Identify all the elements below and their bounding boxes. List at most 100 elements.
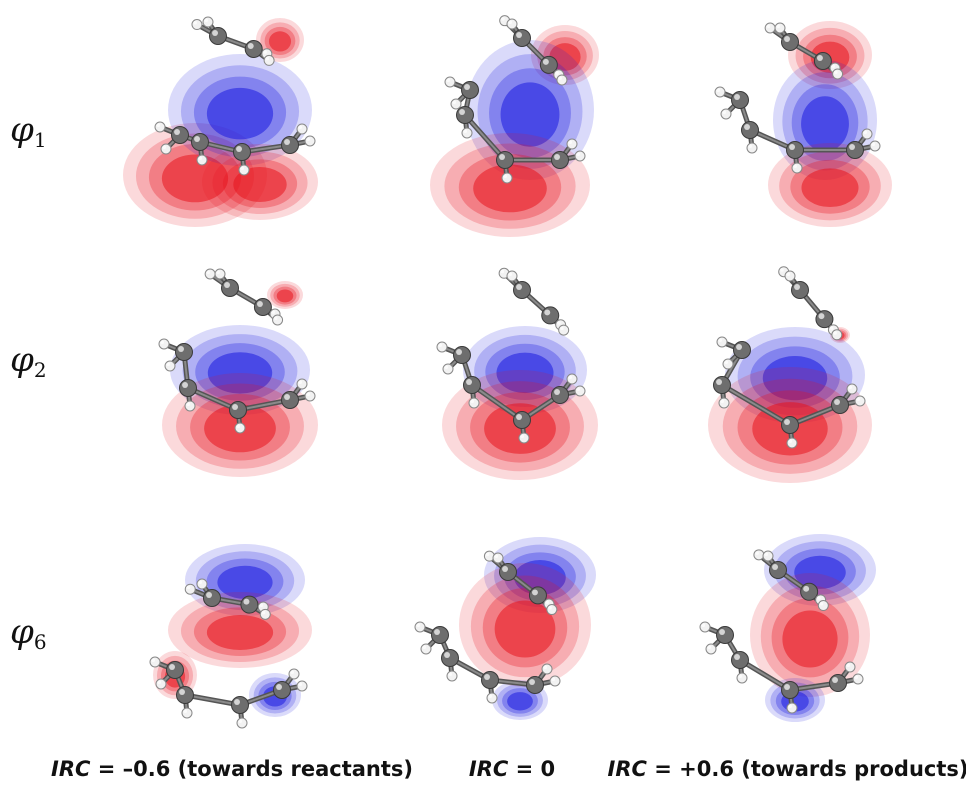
- hydrogen-atom: [288, 668, 300, 680]
- hydrogen-atom: [817, 600, 829, 612]
- carbon-atom: [229, 401, 247, 419]
- hydrogen-atom: [764, 22, 776, 34]
- diene-fragment: [154, 121, 316, 176]
- carbon-atom: [431, 626, 449, 644]
- diene-fragment: [158, 338, 316, 434]
- hydrogen-atom: [444, 76, 456, 88]
- ethylene-fragment: [483, 550, 558, 616]
- hydrogen-atom: [518, 432, 530, 444]
- hydrogen-atom: [181, 707, 193, 719]
- hydrogen-atom: [558, 324, 570, 336]
- carbon-atom: [513, 29, 531, 47]
- carbon-atom: [231, 696, 249, 714]
- negative-lobe: [466, 40, 594, 180]
- hydrogen-atom: [753, 549, 765, 561]
- hydrogen-atom: [196, 578, 208, 590]
- carbon-atom: [461, 81, 479, 99]
- carbon-atom: [179, 379, 197, 397]
- hydrogen-atom: [506, 18, 518, 30]
- hydrogen-atom: [414, 621, 426, 633]
- hydrogen-atom: [442, 363, 454, 375]
- carbon-atom: [176, 686, 194, 704]
- orbital-panel-phi6-products: [699, 534, 876, 722]
- hydrogen-atom: [236, 717, 248, 729]
- hydrogen-atom: [296, 123, 308, 135]
- hydrogen-atom: [446, 670, 458, 682]
- hydrogen-atom: [486, 692, 498, 704]
- hydrogen-atom: [149, 656, 161, 668]
- hydrogen-atom: [869, 140, 881, 152]
- row-label-phi2: φ2: [10, 340, 47, 382]
- hydrogen-atom: [774, 22, 786, 34]
- hydrogen-atom: [854, 395, 866, 407]
- column-label-reactants: IRC = –0.6 (towards reactants): [51, 757, 413, 781]
- orbital-panel-phi1-reactants: [123, 16, 318, 227]
- hydrogen-atom: [234, 422, 246, 434]
- hydrogen-atom: [164, 360, 176, 372]
- hydrogen-atom: [304, 390, 316, 402]
- carbon-atom: [244, 39, 263, 58]
- carbon-atom: [781, 33, 799, 51]
- carbon-atom: [769, 561, 787, 579]
- carbon-atom: [781, 681, 799, 699]
- positive-lobe: [202, 144, 318, 220]
- carbon-atom: [716, 626, 734, 644]
- orbital-panel-phi6-reactants: [149, 544, 312, 729]
- carbon-atom: [541, 306, 560, 325]
- hydrogen-atom: [566, 138, 578, 150]
- ethylene-fragment: [764, 22, 844, 80]
- ethylene-fragment: [204, 268, 284, 326]
- hydrogen-atom: [501, 172, 513, 184]
- hydrogen-atom: [566, 373, 578, 385]
- hydrogen-atom: [196, 154, 208, 166]
- hydrogen-atom: [506, 270, 518, 282]
- hydrogen-atom: [784, 270, 796, 282]
- hydrogen-atom: [846, 383, 858, 395]
- negative-lobe: [492, 680, 548, 720]
- carbon-atom: [800, 582, 819, 601]
- carbon-atom: [551, 151, 569, 169]
- orbital-panel-phi1-products: [714, 21, 892, 227]
- carbon-atom: [233, 143, 251, 161]
- hydrogen-atom: [461, 127, 473, 139]
- diene-fragment: [414, 621, 561, 704]
- hydrogen-atom: [541, 663, 553, 675]
- positive-lobe: [123, 123, 267, 227]
- hydrogen-atom: [574, 150, 586, 162]
- ethylene-fragment: [191, 16, 275, 66]
- hydrogen-atom: [832, 68, 844, 80]
- carbon-atom: [731, 651, 749, 669]
- hydrogen-atom: [716, 336, 728, 348]
- carbon-atom: [813, 52, 832, 70]
- hydrogen-atom: [714, 86, 726, 98]
- hydrogen-atom: [844, 661, 856, 673]
- negative-lobe: [725, 327, 865, 423]
- carbon-atom: [781, 416, 799, 434]
- diene-fragment: [436, 341, 586, 444]
- carbon-atom: [526, 676, 544, 694]
- hydrogen-atom: [746, 142, 758, 154]
- positive-lobe: [750, 573, 870, 697]
- carbon-atom: [253, 298, 272, 316]
- carbon-atom: [731, 91, 749, 109]
- positive-lobe: [768, 143, 892, 227]
- diene-fragment: [714, 86, 881, 174]
- orbital-panel-phi6-ts: [414, 537, 596, 720]
- hydrogen-atom: [160, 143, 172, 155]
- hydrogen-atom: [556, 74, 568, 86]
- ethylene-fragment: [184, 578, 271, 620]
- hydrogen-atom: [191, 19, 203, 31]
- carbon-atom: [791, 281, 809, 299]
- carbon-atom: [496, 151, 514, 169]
- hydrogen-atom: [549, 675, 561, 687]
- hydrogen-atom: [699, 621, 711, 633]
- orbital-panel-phi2-ts: [436, 267, 598, 480]
- hydrogen-atom: [214, 268, 226, 280]
- column-label-products: IRC = +0.6 (towards products): [607, 757, 966, 781]
- hydrogen-atom: [468, 397, 480, 409]
- hydrogen-atom: [861, 128, 873, 140]
- hydrogen-atom: [238, 164, 250, 176]
- diene-fragment: [713, 336, 866, 449]
- carbon-atom: [829, 674, 847, 692]
